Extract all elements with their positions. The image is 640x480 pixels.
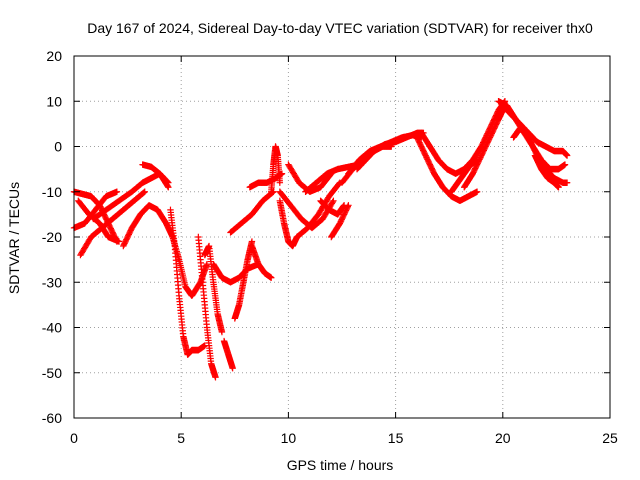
series-arc-16 (248, 242, 275, 281)
y-tick-label: -60 (42, 410, 62, 426)
data-point (165, 184, 172, 191)
series-arc-32 (461, 102, 509, 191)
data-point (212, 374, 219, 381)
series-arc-14 (231, 238, 256, 322)
y-tick-label: -30 (42, 274, 62, 290)
data-point (344, 203, 352, 210)
data-point (218, 328, 226, 336)
data-point (268, 274, 275, 281)
series-arc-9 (169, 233, 211, 300)
data-point (563, 152, 571, 159)
y-tick-label: 10 (46, 93, 62, 109)
series-arc-11 (201, 242, 226, 336)
series-arc-7 (139, 161, 172, 191)
grid (74, 56, 610, 418)
data-point (115, 238, 123, 245)
data-point (276, 179, 284, 186)
data-point (345, 202, 352, 209)
x-tick-label: 15 (388, 430, 404, 446)
x-tick-label: 0 (70, 430, 78, 446)
data-point (329, 198, 336, 206)
x-tick-label: 5 (177, 430, 185, 446)
data-point (330, 197, 337, 204)
y-axis-label: SDTVAR / TECUs (6, 182, 22, 294)
series-arc-35 (510, 125, 571, 186)
chart-title: Day 167 of 2024, Sidereal Day-to-day VTE… (87, 20, 593, 36)
series-arc-8 (167, 206, 208, 358)
x-tick-label: 10 (281, 430, 297, 446)
y-tick-label: -20 (42, 229, 62, 245)
data-point (140, 189, 147, 197)
x-axis-label: GPS time / hours (287, 457, 394, 473)
data-point (555, 184, 562, 191)
series-arc-24 (328, 202, 352, 241)
data-point (229, 365, 236, 372)
data-point (563, 179, 571, 186)
data-point (473, 188, 481, 195)
y-tick-label: -50 (42, 365, 62, 381)
series-arc-29 (413, 134, 481, 204)
series-arc-31 (448, 156, 481, 195)
series-arc-13 (220, 337, 236, 372)
y-tick-label: 0 (54, 139, 62, 155)
axis-ticks: 0 5 10 15 20 25 -60 -50 -40 -30 -20 -10 0 10 20 (42, 48, 618, 446)
y-tick-label: -40 (42, 320, 62, 336)
data-point (388, 143, 395, 150)
data-point (164, 183, 171, 190)
x-tick-label: 20 (495, 430, 511, 446)
series-arc-28 (353, 143, 395, 173)
series-arc-18 (268, 143, 284, 195)
x-tick-label: 25 (602, 430, 618, 446)
series-arc-10 (195, 233, 219, 381)
series-arc-5 (120, 202, 176, 250)
data-point (335, 180, 343, 187)
data-point (141, 188, 148, 195)
series-arc-12 (210, 260, 262, 286)
series-arc-15 (227, 188, 277, 236)
series-arc-3 (77, 188, 148, 259)
data-point (561, 161, 569, 168)
y-tick-label: -10 (42, 184, 62, 200)
data-point (140, 189, 148, 196)
series-arc-36 (531, 152, 562, 191)
data-point (113, 188, 121, 195)
series-arc-4 (75, 197, 123, 245)
data-marks (70, 98, 571, 381)
series-arc-23 (317, 197, 348, 218)
y-tick-label: 20 (46, 48, 62, 64)
